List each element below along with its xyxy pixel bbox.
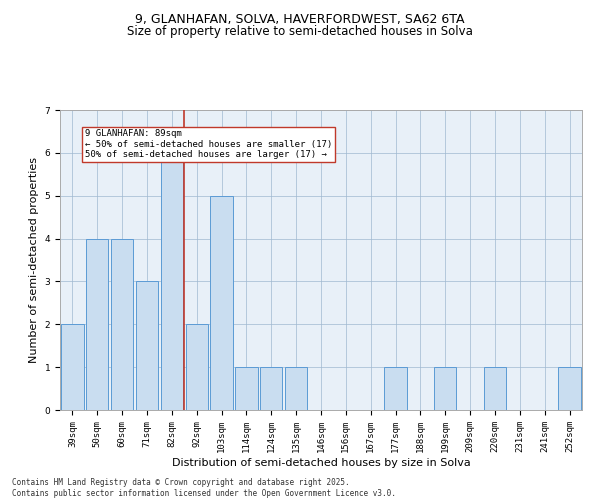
Text: 9, GLANHAFAN, SOLVA, HAVERFORDWEST, SA62 6TA: 9, GLANHAFAN, SOLVA, HAVERFORDWEST, SA62… — [135, 12, 465, 26]
Bar — [434, 367, 457, 410]
Bar — [111, 238, 133, 410]
Text: Size of property relative to semi-detached houses in Solva: Size of property relative to semi-detach… — [127, 25, 473, 38]
Y-axis label: Number of semi-detached properties: Number of semi-detached properties — [29, 157, 39, 363]
Bar — [185, 324, 208, 410]
Bar — [211, 196, 233, 410]
Bar — [61, 324, 83, 410]
Bar — [385, 367, 407, 410]
Bar — [136, 282, 158, 410]
Bar — [86, 238, 109, 410]
X-axis label: Distribution of semi-detached houses by size in Solva: Distribution of semi-detached houses by … — [172, 458, 470, 468]
Bar — [161, 153, 183, 410]
Text: 9 GLANHAFAN: 89sqm
← 50% of semi-detached houses are smaller (17)
50% of semi-de: 9 GLANHAFAN: 89sqm ← 50% of semi-detache… — [85, 130, 332, 159]
Bar — [235, 367, 257, 410]
Bar — [260, 367, 283, 410]
Text: Contains HM Land Registry data © Crown copyright and database right 2025.
Contai: Contains HM Land Registry data © Crown c… — [12, 478, 396, 498]
Bar — [285, 367, 307, 410]
Bar — [484, 367, 506, 410]
Bar — [559, 367, 581, 410]
